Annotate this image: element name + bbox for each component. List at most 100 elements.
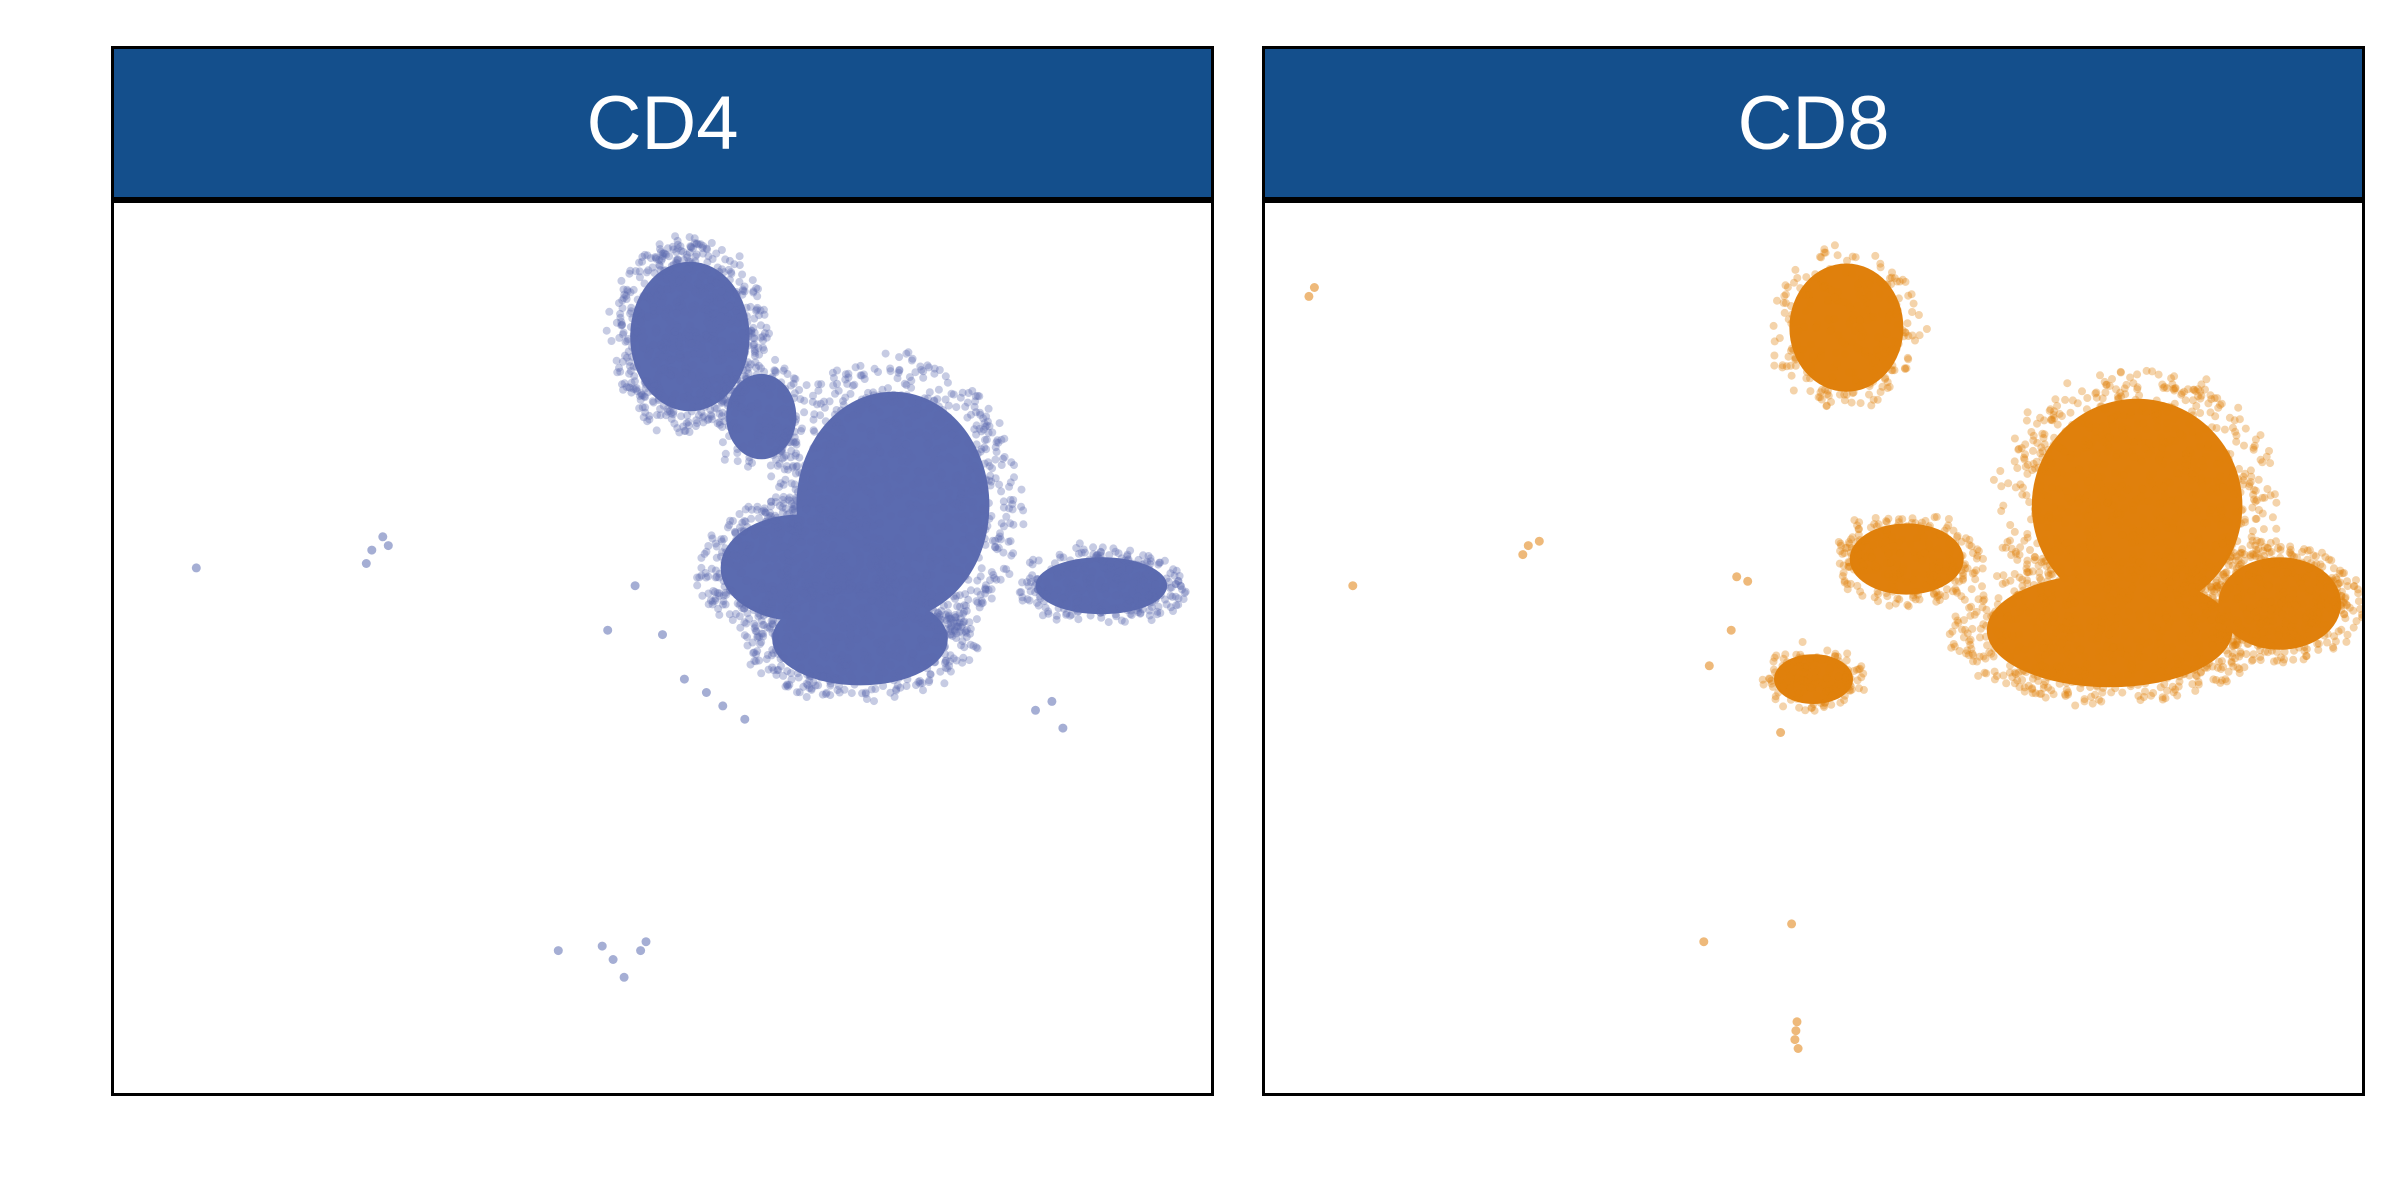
data-point bbox=[875, 669, 883, 678]
data-point bbox=[2191, 612, 2200, 621]
data-point bbox=[935, 592, 944, 600]
data-point bbox=[2041, 556, 2050, 565]
data-point bbox=[2172, 573, 2180, 581]
data-point bbox=[759, 527, 768, 536]
data-point bbox=[2216, 471, 2225, 480]
data-point bbox=[777, 662, 785, 671]
data-point bbox=[795, 468, 804, 477]
data-point bbox=[869, 597, 878, 605]
data-point bbox=[941, 395, 950, 404]
data-point bbox=[2192, 505, 2201, 514]
data-point bbox=[923, 664, 932, 673]
data-point bbox=[1053, 568, 1062, 577]
data-point bbox=[2131, 498, 2140, 507]
data-point bbox=[754, 403, 763, 412]
data-point bbox=[796, 652, 805, 661]
data-point bbox=[889, 572, 897, 581]
data-point bbox=[753, 552, 762, 561]
data-point bbox=[2176, 429, 2184, 438]
data-point bbox=[712, 297, 721, 306]
data-point bbox=[2015, 683, 2024, 691]
data-point bbox=[710, 403, 719, 412]
data-point bbox=[758, 544, 767, 553]
data-point bbox=[2164, 622, 2173, 631]
data-point bbox=[2024, 568, 2033, 577]
data-point bbox=[2205, 509, 2214, 518]
data-point bbox=[816, 411, 825, 420]
data-point bbox=[820, 506, 829, 515]
data-point bbox=[777, 378, 786, 387]
data-point bbox=[2099, 558, 2108, 566]
data-point bbox=[856, 401, 865, 410]
data-point bbox=[2236, 648, 2245, 656]
data-point bbox=[966, 465, 974, 473]
data-point bbox=[1056, 553, 1065, 562]
data-point bbox=[661, 345, 670, 354]
data-point bbox=[1122, 573, 1130, 582]
data-point bbox=[814, 380, 823, 389]
data-point bbox=[2174, 469, 2183, 478]
data-point bbox=[826, 681, 835, 690]
data-point bbox=[2160, 482, 2169, 491]
data-point bbox=[823, 450, 832, 459]
data-point bbox=[1166, 591, 1175, 600]
data-point bbox=[1174, 594, 1183, 603]
data-point bbox=[2259, 634, 2268, 643]
data-point bbox=[947, 430, 956, 439]
data-point bbox=[2120, 384, 2129, 393]
data-point bbox=[2056, 568, 2065, 577]
data-point bbox=[718, 548, 726, 557]
data-point bbox=[980, 459, 989, 468]
data-point bbox=[950, 626, 959, 635]
data-point bbox=[670, 327, 679, 336]
data-point bbox=[717, 306, 726, 315]
data-point bbox=[755, 350, 764, 359]
data-point bbox=[2141, 444, 2150, 453]
data-point bbox=[761, 596, 770, 605]
data-point bbox=[887, 552, 896, 561]
data-point bbox=[2300, 646, 2309, 655]
data-point bbox=[2039, 683, 2048, 692]
data-point bbox=[840, 475, 849, 484]
data-point bbox=[2099, 601, 2108, 610]
data-point bbox=[754, 361, 763, 370]
data-point bbox=[753, 429, 762, 437]
data-point bbox=[965, 533, 974, 542]
data-point bbox=[1088, 567, 1097, 576]
data-point bbox=[682, 369, 691, 378]
data-point bbox=[2192, 508, 2201, 516]
data-point bbox=[2095, 646, 2104, 655]
data-point bbox=[2227, 657, 2236, 666]
data-point bbox=[884, 650, 892, 659]
data-point bbox=[1123, 552, 1132, 561]
data-point bbox=[960, 607, 969, 616]
data-point bbox=[852, 606, 861, 615]
data-point bbox=[675, 340, 684, 349]
data-point bbox=[2022, 656, 2031, 665]
data-point bbox=[919, 409, 928, 418]
data-point bbox=[926, 543, 935, 552]
data-point bbox=[809, 642, 818, 651]
data-point bbox=[1096, 576, 1105, 585]
data-point bbox=[1112, 612, 1121, 621]
data-point bbox=[2125, 565, 2134, 574]
data-point bbox=[2179, 670, 2188, 679]
data-point bbox=[904, 555, 912, 564]
data-point bbox=[733, 384, 742, 393]
data-point bbox=[800, 408, 809, 417]
data-point bbox=[2139, 403, 2148, 412]
data-point bbox=[859, 628, 868, 637]
data-point bbox=[820, 403, 829, 412]
data-point bbox=[2294, 634, 2303, 642]
data-point bbox=[2023, 533, 2032, 542]
data-point bbox=[700, 371, 709, 380]
data-point bbox=[941, 547, 950, 556]
data-point bbox=[795, 453, 804, 462]
data-point bbox=[946, 623, 955, 632]
data-point bbox=[1097, 548, 1105, 557]
data-point bbox=[2061, 519, 2069, 528]
data-point bbox=[777, 447, 786, 456]
data-point bbox=[2226, 552, 2235, 561]
data-point bbox=[2080, 662, 2089, 671]
data-point bbox=[783, 566, 792, 575]
